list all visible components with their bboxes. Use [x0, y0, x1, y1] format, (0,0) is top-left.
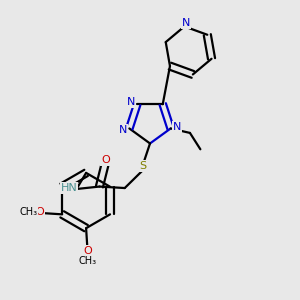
Text: CH₃: CH₃	[79, 256, 97, 266]
Text: O: O	[83, 246, 92, 256]
Text: O: O	[101, 155, 110, 165]
Text: N: N	[118, 125, 127, 135]
Text: N: N	[127, 97, 135, 107]
Text: HN: HN	[61, 183, 77, 193]
Text: S: S	[139, 161, 146, 171]
Text: N: N	[173, 122, 182, 132]
Text: O: O	[36, 207, 44, 217]
Text: N: N	[182, 19, 190, 28]
Text: CH₃: CH₃	[19, 207, 37, 217]
